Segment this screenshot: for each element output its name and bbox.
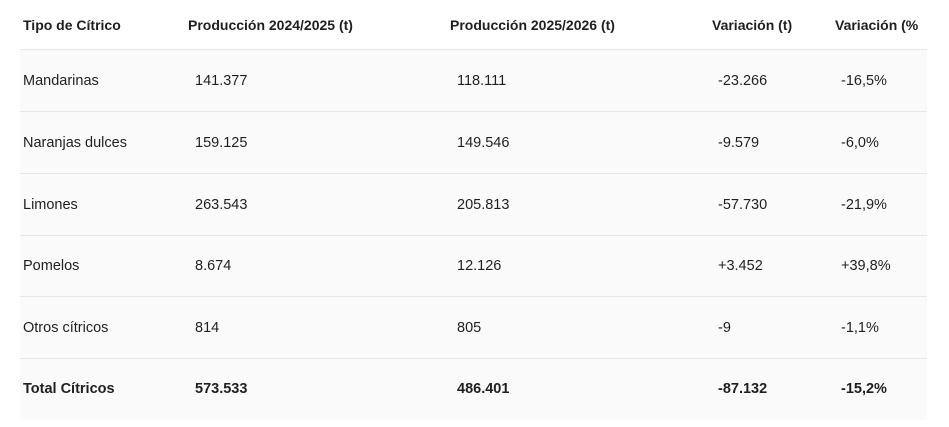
cell-variacion-t: -9.579 — [718, 134, 760, 151]
cell-produccion-2025-2026: 805 — [457, 319, 482, 336]
cell-produccion-2025-2026: 12.126 — [457, 257, 502, 274]
cell-variacion-t: -23.266 — [718, 72, 768, 89]
header-produccion-2025-2026: Producción 2025/2026 (t) — [450, 16, 615, 33]
header-variacion-pct: Variación (% — [835, 16, 919, 33]
total-produccion-2024-2025: 573.533 — [195, 380, 248, 397]
table-row: Naranjas dulces 159.125 149.546 -9.579 -… — [20, 112, 927, 174]
cell-produccion-2025-2026: 205.813 — [457, 196, 510, 213]
cell-produccion-2025-2026: 149.546 — [457, 134, 510, 151]
cell-produccion-2024-2025: 141.377 — [195, 72, 248, 89]
cell-tipo: Otros cítricos — [23, 319, 109, 336]
cell-variacion-pct: -6,0% — [841, 134, 879, 151]
cell-tipo: Limones — [23, 196, 78, 213]
cell-variacion-t: -57.730 — [718, 196, 768, 213]
table-row: Pomelos 8.674 12.126 +3.452 +39,8% — [20, 235, 927, 297]
header-produccion-2024-2025: Producción 2024/2025 (t) — [188, 16, 353, 33]
cell-tipo: Mandarinas — [23, 72, 99, 89]
citrus-production-table: Tipo de Cítrico Producción 2024/2025 (t)… — [20, 0, 927, 420]
cell-produccion-2024-2025: 8.674 — [195, 257, 232, 274]
table-row: Mandarinas 141.377 118.111 -23.266 -16,5… — [20, 50, 927, 112]
total-produccion-2025-2026: 486.401 — [457, 380, 510, 397]
cell-variacion-t: +3.452 — [718, 257, 763, 274]
table-row: Otros cítricos 814 805 -9 -1,1% — [20, 297, 927, 359]
total-variacion-pct: -15,2% — [841, 380, 887, 397]
table-total-row: Total Cítricos 573.533 486.401 -87.132 -… — [20, 358, 927, 419]
cell-variacion-pct: -1,1% — [841, 319, 879, 336]
cell-produccion-2024-2025: 159.125 — [195, 134, 248, 151]
header-variacion-t: Variación (t) — [712, 16, 793, 33]
cell-variacion-t: -9 — [718, 319, 731, 336]
cell-variacion-pct: +39,8% — [841, 257, 891, 274]
table-header-row: Tipo de Cítrico Producción 2024/2025 (t)… — [20, 0, 927, 50]
header-tipo-de-citrico: Tipo de Cítrico — [23, 16, 121, 33]
cell-produccion-2025-2026: 118.111 — [457, 72, 507, 89]
total-variacion-t: -87.132 — [718, 380, 768, 397]
cell-tipo: Pomelos — [23, 257, 80, 274]
cell-variacion-pct: -21,9% — [841, 196, 887, 213]
total-label: Total Cítricos — [23, 380, 115, 397]
cell-produccion-2024-2025: 263.543 — [195, 196, 248, 213]
cell-tipo: Naranjas dulces — [23, 134, 127, 151]
cell-produccion-2024-2025: 814 — [195, 319, 220, 336]
cell-variacion-pct: -16,5% — [841, 72, 887, 89]
table-row: Limones 263.543 205.813 -57.730 -21,9% — [20, 174, 927, 236]
